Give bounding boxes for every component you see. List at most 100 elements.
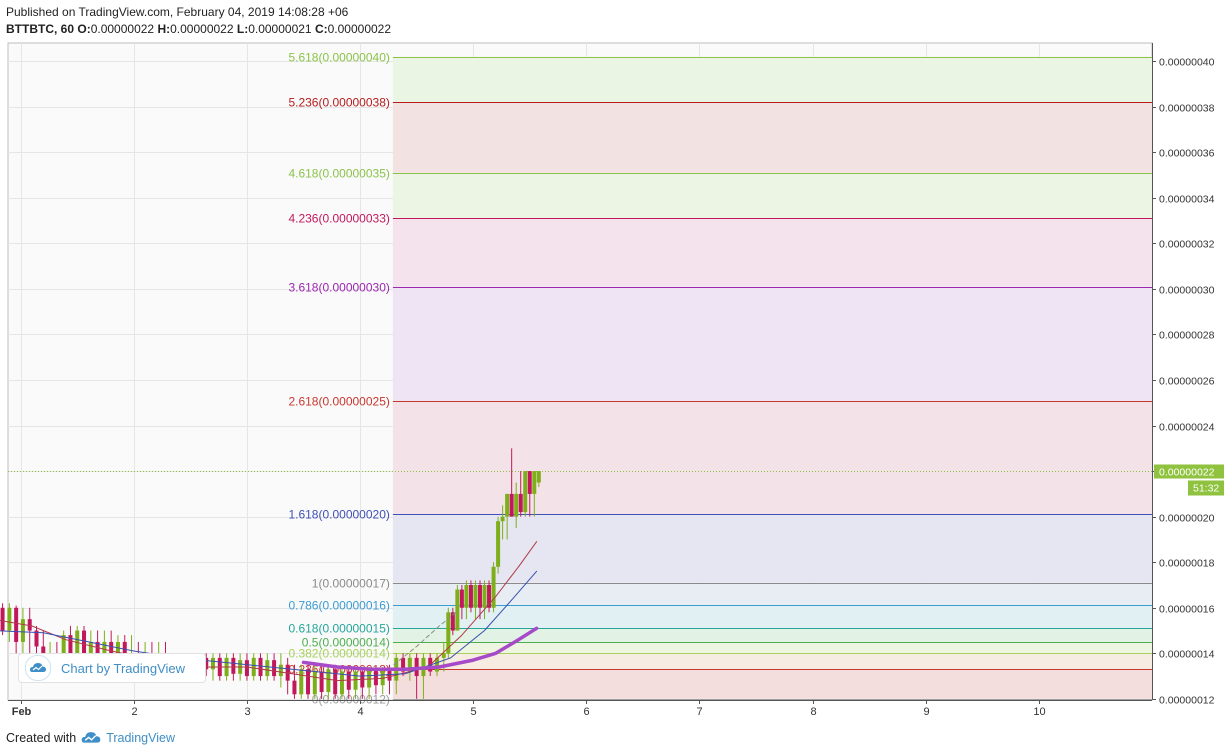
fib-label: 0.786(0.00000016) [288,599,389,613]
fib-label: 0.382(0.00000014) [288,647,389,661]
fib-label: 3.618(0.00000030) [288,281,389,295]
fib-label: 0.5(0.00000014) [302,636,390,650]
candle [339,666,344,699]
countdown-box [1188,480,1224,496]
candle-body [231,657,236,674]
candle [496,516,501,574]
candle-body [373,669,378,686]
candle-body [446,612,451,654]
candle [258,653,263,681]
candle-body [346,671,351,690]
candle-body [0,607,5,631]
ohlc-line: BTTBTC, 60 O:0.00000022 H:0.00000022 L:0… [6,22,391,36]
candle [204,653,209,677]
time-tick-label: 2 [131,706,137,718]
candle-body [7,607,12,631]
time-axis: Feb 2 3 4 5 6 7 8 9 10 [8,700,1152,718]
fib-label: 1.618(0.00000020) [288,508,389,522]
candle-body [251,657,256,677]
candle [487,580,492,613]
last-price-label: 0.00000022 [1159,467,1215,479]
price-tick-label: 0.00000020 [1159,513,1215,525]
candle-body [477,584,482,608]
candle [459,584,464,620]
candle-body [450,612,455,631]
fib-label: 5.618(0.00000040) [288,51,389,65]
candle-body [244,660,249,677]
price-tick-label: 0.00000040 [1159,57,1215,69]
candle-body [455,589,460,631]
symbol-label: BTTBTC, 60 [6,22,75,36]
fib-band [392,172,1152,219]
open-value: 0.00000022 [90,22,155,36]
last-price-box [1154,464,1224,479]
candle-body [514,493,519,517]
candle-body [509,493,514,517]
candle [326,664,331,699]
price-tick-label: 0.00000012 [1159,695,1215,707]
moving-average-line [0,570,538,677]
candle [514,482,519,529]
price-tick-label: 0.00000024 [1159,422,1215,434]
candle-body [102,641,107,654]
candle-body [339,671,344,695]
candle-body [312,671,317,695]
candle-body [491,566,496,608]
candle [27,607,32,654]
candle-body [292,680,297,695]
candle [14,605,19,654]
time-tick-label: 7 [696,706,702,718]
candle-body [27,619,32,631]
moving-average-line [393,611,457,666]
candle [532,471,537,517]
candle-body [407,657,412,672]
fib-label: 5.236(0.00000038) [288,96,389,110]
candle [278,653,283,688]
candle-body [401,657,406,672]
candle [482,580,487,620]
fib-band [392,218,1152,287]
candle-body [20,619,25,642]
time-tick-label: 8 [810,706,816,718]
created-with-text: Created with [6,731,77,745]
candle-body [473,584,478,608]
published-line: Published on TradingView.com, February 0… [6,5,349,19]
candle-body [532,471,537,494]
price-tick-label: 0.00000026 [1159,376,1215,388]
fib-label: 0(0.00000012) [312,693,390,707]
tradingview-watermark[interactable]: Chart by TradingView [18,653,206,683]
high-label: H: [157,22,171,36]
candle-body [380,669,385,686]
fib-band [392,56,1152,103]
candle [509,448,514,517]
candle-body [34,630,39,647]
price-tick-label: 0.00000038 [1159,103,1215,115]
candle [523,471,528,517]
candle-body [306,669,311,695]
fib-band [392,514,1152,583]
close-value: 0.00000022 [327,22,392,36]
candle-body [523,471,528,513]
open-label: O: [77,22,91,36]
price-tick-label: 0.00000018 [1159,558,1215,570]
candle [518,471,523,517]
moving-averages [0,541,539,682]
candle [527,471,532,517]
candle-body [319,671,324,693]
candle [473,580,478,620]
candle [346,666,351,699]
candle [380,666,385,695]
candle-body [527,471,532,494]
fib-band [392,582,1152,606]
candle-body [441,653,446,658]
candle [333,664,338,699]
candle [491,562,496,613]
candle [0,603,5,636]
candle-body [272,660,277,677]
candle-body [326,669,331,693]
tradingview-brand-link[interactable]: TradingView [106,731,175,745]
candle-body [75,630,80,654]
high-value: 0.00000022 [170,22,234,36]
candle [292,664,297,699]
